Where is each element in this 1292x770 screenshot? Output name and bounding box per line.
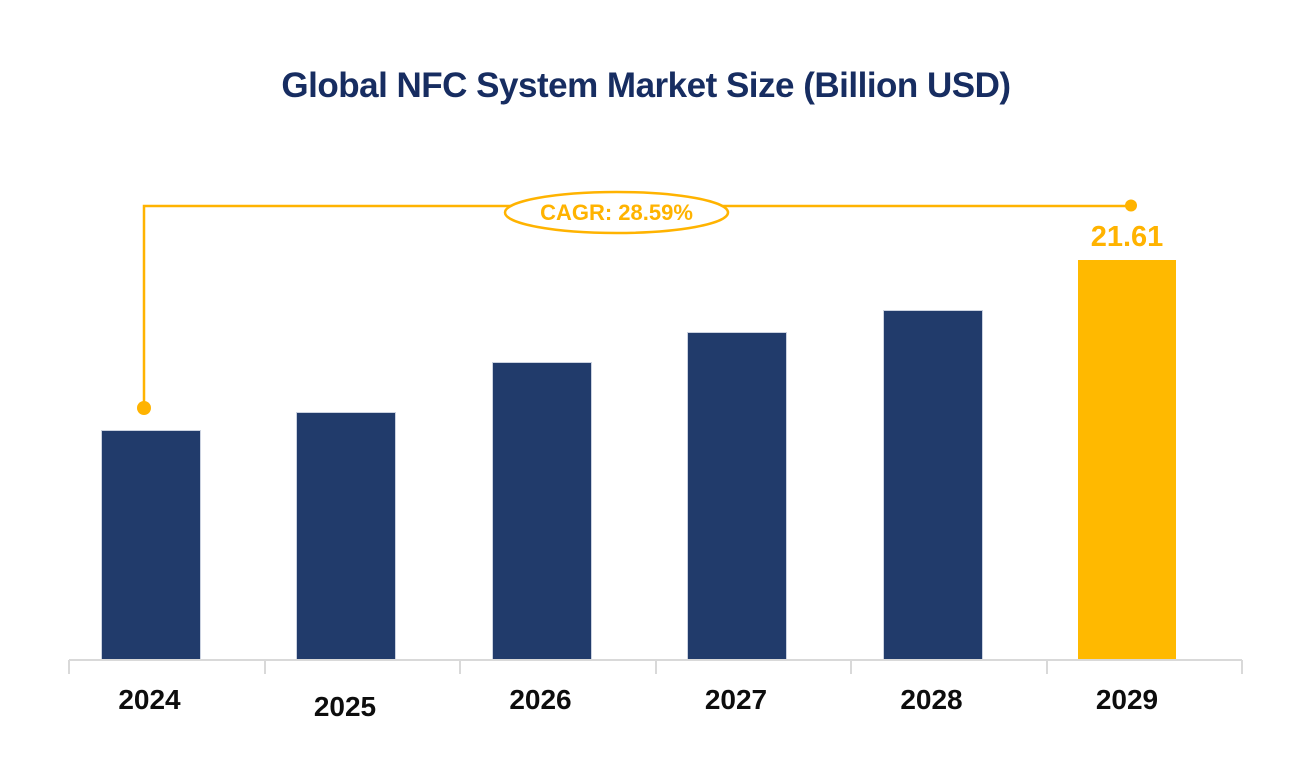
x-axis-tick	[850, 660, 852, 674]
x-label-2024: 2024	[118, 684, 181, 715]
connector-start-dot	[137, 401, 151, 415]
x-axis-line	[69, 659, 1242, 661]
x-label-2029: 2029	[1095, 684, 1159, 715]
cagr-label: CAGR: 28.59%	[540, 200, 693, 225]
x-label-2027: 2027	[704, 684, 768, 715]
bar-2024	[100, 430, 201, 661]
bar-2029	[1078, 260, 1176, 660]
bar-2027	[687, 332, 787, 661]
x-axis-tick	[654, 660, 657, 674]
cagr-connector-line	[142, 204, 1131, 408]
x-axis-tick	[263, 660, 266, 674]
x-label-2028: 2028	[900, 684, 963, 715]
bar-2025	[296, 411, 396, 661]
x-axis-tick	[1045, 660, 1048, 674]
x-axis-tick	[68, 660, 70, 674]
x-axis-tick	[1241, 660, 1243, 674]
bar-2026	[491, 361, 592, 661]
connector-end-dot	[1125, 199, 1137, 212]
x-axis-tick	[459, 660, 461, 674]
x-label-2026: 2026	[509, 684, 572, 715]
bar-2028	[882, 310, 983, 661]
x-label-2025: 2025	[313, 691, 377, 722]
chart-title: Global NFC System Market Size (Billion U…	[281, 66, 1011, 105]
highlight-value-label: 21.61	[1090, 221, 1164, 253]
